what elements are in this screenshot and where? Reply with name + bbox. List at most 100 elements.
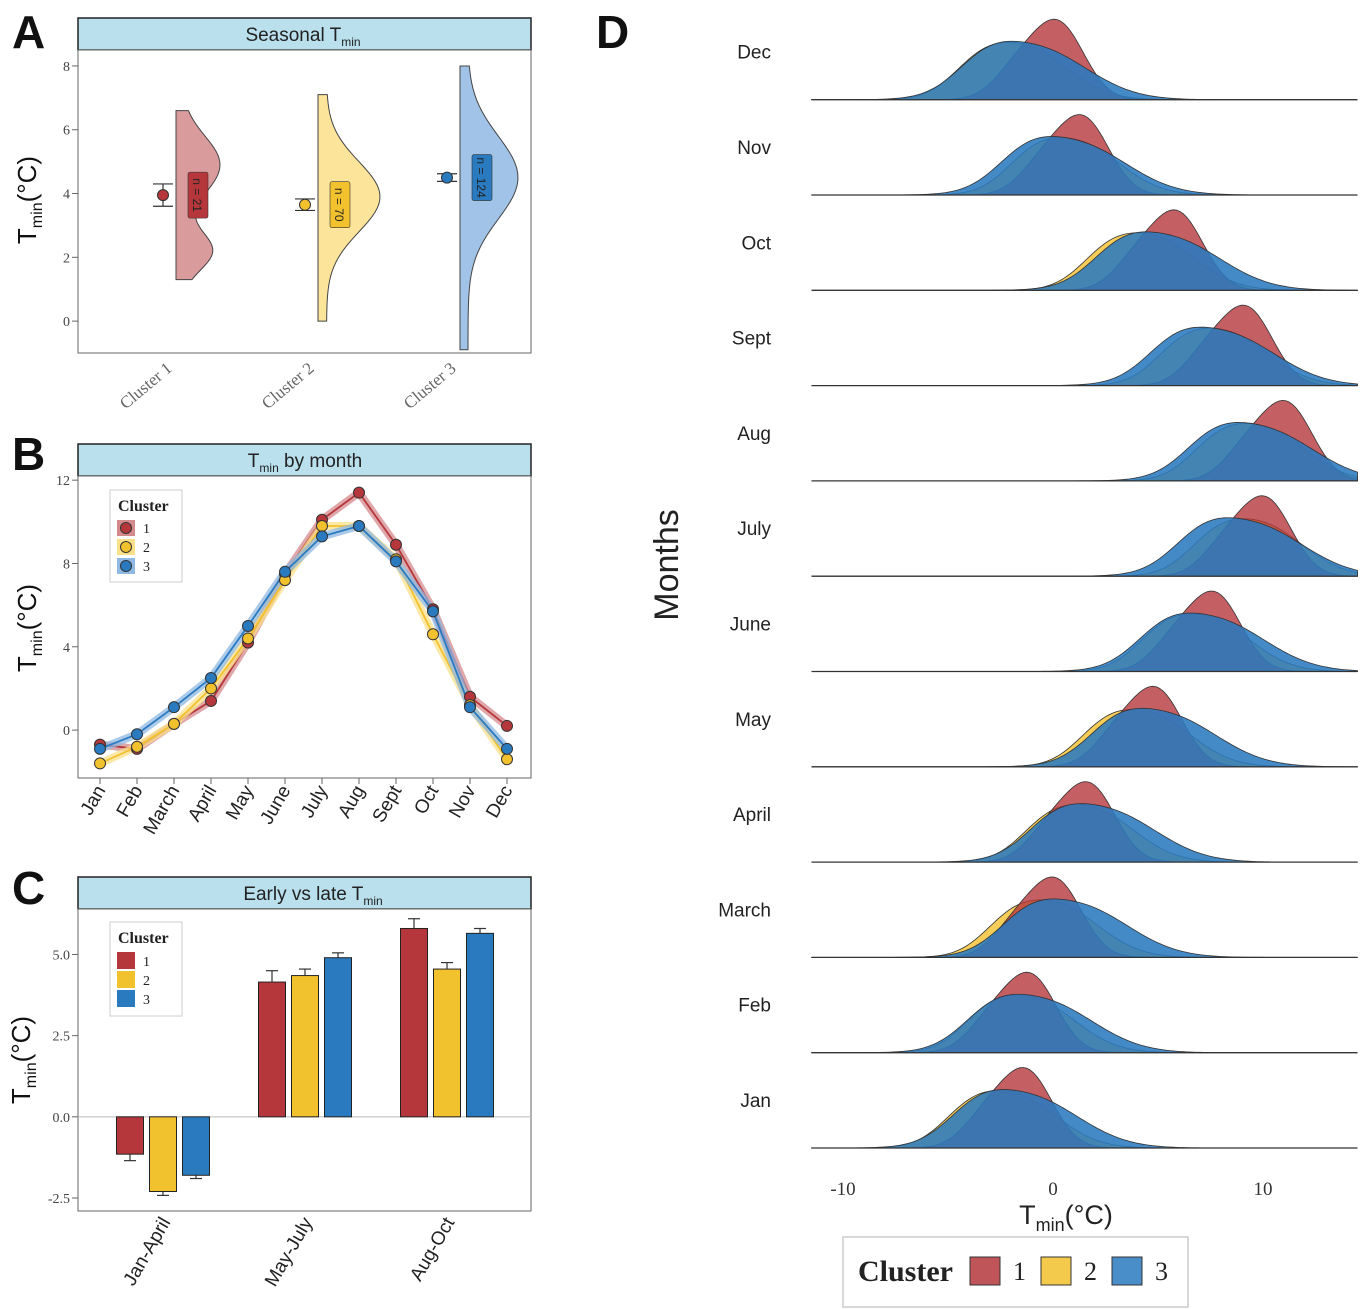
line-series-3 <box>99 524 508 750</box>
legend-d: Cluster 1 2 3 <box>842 1236 1189 1308</box>
ridge-Jan-3 <box>811 1089 1358 1149</box>
legend-c-label: 3 <box>143 993 150 1008</box>
c-xtick-label: Jan-April <box>120 1214 176 1289</box>
xlabel-d: Tmin(°C) <box>1019 1200 1113 1235</box>
n-label-box <box>329 181 351 228</box>
panel-letter-b: B <box>12 428 45 480</box>
point-2 <box>427 628 439 641</box>
point-2 <box>501 753 513 766</box>
panel-letter-d: D <box>596 6 629 58</box>
c-xtick-label: May-July <box>261 1214 317 1291</box>
point-3 <box>94 742 106 755</box>
ylabel-c: Tmin(°C) <box>6 1016 40 1104</box>
n-label-text: n = 124 <box>474 157 488 198</box>
ridge-Sept-3 <box>811 326 1358 386</box>
ridge-March-3 <box>811 898 1358 958</box>
ridge-Aug-3 <box>811 422 1358 482</box>
legend-d-swatch <box>1111 1256 1143 1286</box>
ridge-month-label: Feb <box>738 996 771 1017</box>
ridge-month-label: July <box>737 519 771 540</box>
n-label-text: n = 21 <box>190 178 204 212</box>
b-xtick-label: March <box>140 782 185 838</box>
c-ytick-label: 0.0 <box>53 1111 71 1126</box>
ridge-month-label: Sept <box>732 329 772 350</box>
legend-b: Cluster 1 2 3 <box>109 489 183 583</box>
bar-3 <box>324 957 352 1118</box>
point-2 <box>168 717 180 730</box>
legend-b-label: 1 <box>143 522 150 537</box>
legend-title-d: Cluster <box>858 1255 953 1288</box>
mean-point-2 <box>299 198 311 211</box>
ridge-month-label: Dec <box>737 43 771 64</box>
legend-d-label: 1 <box>1013 1257 1026 1286</box>
b-xtick-label: Oct <box>410 781 443 818</box>
n-label-3: n = 124 <box>471 154 493 201</box>
strip-c <box>77 876 532 910</box>
ridge-month-label: Nov <box>737 138 771 159</box>
violins-a: n = 21 n = 70 n = 124 <box>153 65 519 351</box>
legend-b-label: 2 <box>143 541 150 556</box>
legend-d-swatch <box>1040 1256 1072 1286</box>
y-axis-c: -2.5 0.0 2.5 5.0 <box>48 948 78 1207</box>
bars-c <box>78 918 531 1197</box>
legend-b-point <box>120 541 132 553</box>
bar-2 <box>291 975 319 1118</box>
legend-c-swatch <box>117 990 135 1007</box>
y-axis-a: 0 2 4 6 8 <box>63 60 78 330</box>
b-xtick-label: Feb <box>113 782 148 821</box>
b-xtick-label: Aug <box>334 782 369 822</box>
legend-box-d <box>842 1236 1189 1308</box>
point-2 <box>94 757 106 770</box>
ridges-d: Dec Nov Oct Sept Aug July June May April March Feb… <box>718 18 1358 1149</box>
a-ytick-label: 6 <box>63 124 70 139</box>
c-ytick-label: 2.5 <box>53 1030 71 1045</box>
b-xtick-label: July <box>297 782 332 822</box>
legend-c-swatch <box>117 971 135 988</box>
bar-1 <box>116 1116 144 1155</box>
legend-b-point <box>120 560 132 572</box>
panel-letter-a: A <box>12 6 45 58</box>
strip-b <box>77 443 532 477</box>
legend-b-label: 3 <box>143 560 150 575</box>
n-label-2: n = 70 <box>329 181 351 228</box>
legend-c-swatch <box>117 952 135 969</box>
b-xtick-label: June <box>257 782 296 828</box>
bar-2 <box>433 968 461 1118</box>
point-2 <box>131 740 143 753</box>
ridge-Dec-3 <box>811 40 1358 101</box>
point-2 <box>205 682 217 695</box>
b-xtick-label: Jan <box>77 782 111 819</box>
c-ytick-label: -2.5 <box>48 1192 70 1207</box>
b-ytick-label: 0 <box>63 724 70 739</box>
violin-3 <box>459 65 519 351</box>
ridge-month-label: Aug <box>737 424 771 445</box>
x-axis-a: Cluster 1 Cluster 2 Cluster 3 <box>116 359 460 413</box>
lines-b <box>94 486 513 770</box>
point-3 <box>168 701 180 714</box>
b-ytick-label: 4 <box>63 641 70 656</box>
ridge-month-label: June <box>730 615 771 636</box>
legend-b-point <box>120 522 132 534</box>
a-xtick-label: Cluster 3 <box>400 359 460 413</box>
a-ytick-label: 4 <box>63 188 70 203</box>
point-1 <box>390 538 402 551</box>
panel-d: D Months Dec Nov Oct Sept Aug July June May Apri… <box>596 6 1358 1308</box>
strip-title-b: Tmin by month <box>248 451 362 475</box>
b-ytick-label: 8 <box>63 557 70 572</box>
legend-d-swatch <box>969 1256 1001 1286</box>
ridge-month-label: April <box>733 805 771 826</box>
d-xtick-label: 10 <box>1254 1179 1273 1200</box>
ylabel-b: Tmin(°C) <box>12 584 46 672</box>
n-label-box <box>187 171 209 219</box>
x-axis-c: Jan-April May-July Aug-Oct <box>120 1213 460 1290</box>
a-xtick-label: Cluster 1 <box>116 359 176 413</box>
legend-c-label: 2 <box>143 974 150 989</box>
a-ytick-label: 0 <box>63 315 70 330</box>
d-xtick-label: -10 <box>830 1179 855 1200</box>
strip-title-c: Early vs late Tmin <box>243 884 382 908</box>
ridge-month-label: March <box>718 900 771 921</box>
point-3 <box>390 555 402 568</box>
